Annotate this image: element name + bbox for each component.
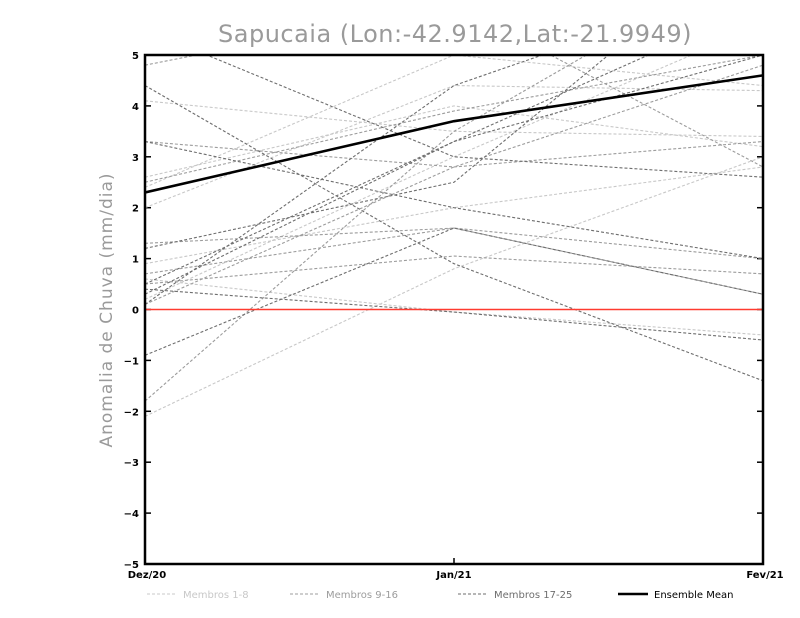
member-line-m13 [145,227,763,260]
member-line-m17 [205,55,763,178]
member-line-m19 [145,140,763,260]
y-tick-label: −2 [124,407,139,418]
member-line-m12 [145,140,763,168]
member-line-m10 [145,55,763,183]
y-tick-label: −1 [124,356,139,367]
x-axis-ticks: Dez/20 Jan/21 Fev/21 [128,558,784,581]
member-line-m21 [145,288,763,341]
x-tick-label: Dez/20 [128,570,167,581]
member-line-m14 [145,255,763,285]
member-line-m02 [145,84,763,209]
member-line-m04 [145,166,763,265]
legend-label: Membros 9-16 [326,590,398,601]
member-line-m16 [145,227,763,295]
y-tick-label: −3 [124,458,139,469]
member-line-m06 [145,278,763,336]
member-line-m15 [145,55,588,402]
plot-frame [143,53,765,566]
y-tick-label: 0 [132,306,139,317]
legend: Membros 1-8 Membros 9-16 Membros 17-25 Ense… [147,590,733,601]
y-axis-label: Anomalia de Chuva (mm/dia) [97,172,117,447]
y-tick-label: 1 [132,255,139,266]
x-tick-label: Jan/21 [435,570,471,581]
y-tick-label: 4 [132,102,139,113]
y-tick-label: −5 [124,560,139,571]
legend-label: Membros 1-8 [183,590,249,601]
member-line-m20 [145,227,763,356]
member-line-m03 [145,156,763,417]
legend-label: Membros 17-25 [494,590,572,601]
member-line-m23 [145,55,544,305]
x-tick-label: Fev/21 [746,570,783,581]
member-line-m11 [145,64,763,305]
member-line-m22 [145,55,763,285]
y-tick-label: 2 [132,204,139,215]
y-tick-label: 5 [132,51,139,62]
member-line-m18 [145,85,763,382]
member-line-m09 [145,55,763,168]
y-tick-label: −4 [124,509,139,520]
member-line-m07 [145,55,694,300]
member-line-m24 [145,55,610,249]
member-line-m05 [145,55,763,188]
chart-title: Sapucaia (Lon:-42.9142,Lat:-21.9949) [218,20,692,48]
member-line-m08 [145,105,763,178]
y-tick-label: 3 [132,153,139,164]
ensemble-mean-line [145,74,763,194]
legend-label: Ensemble Mean [654,590,733,601]
series-lines [145,55,763,417]
